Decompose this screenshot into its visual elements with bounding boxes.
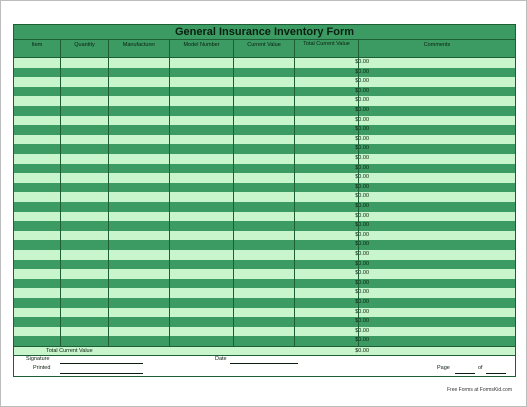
table-row[interactable]: $0.00: [14, 240, 515, 250]
column-header-quantity: Quantity: [61, 40, 109, 57]
table-row[interactable]: $0.00: [14, 115, 515, 126]
row-total-current-value: $0.00: [355, 212, 369, 219]
table-row[interactable]: $0.00: [14, 307, 515, 318]
row-total-current-value: $0.00: [355, 59, 369, 65]
column-divider: [358, 58, 359, 355]
table-row[interactable]: $0.00: [14, 163, 515, 174]
table-row[interactable]: $0.00: [14, 77, 515, 87]
row-total-current-value: $0.00: [355, 203, 369, 209]
table-row[interactable]: $0.00: [14, 202, 515, 212]
row-total-current-value: $0.00: [355, 327, 369, 334]
table-row[interactable]: $0.00: [14, 269, 515, 279]
row-total-current-value: $0.00: [355, 145, 369, 152]
column-divider: [108, 58, 109, 355]
total-current-value-label: Total Current Value: [46, 348, 93, 354]
signature-label: Signature: [26, 356, 50, 362]
column-header-current-value: Current Value: [234, 40, 295, 57]
table-row[interactable]: $0.00: [14, 173, 515, 183]
row-total-current-value: $0.00: [355, 164, 369, 171]
printed-name-line[interactable]: [60, 373, 143, 374]
column-divider: [60, 58, 61, 355]
table-row[interactable]: $0.00: [14, 336, 515, 346]
table-row[interactable]: $0.00: [14, 58, 515, 68]
column-header-item: Item: [14, 40, 61, 57]
table-row[interactable]: $0.00: [14, 317, 515, 327]
table-row[interactable]: $0.00: [14, 259, 515, 270]
row-total-current-value: $0.00: [355, 68, 369, 75]
row-total-current-value: $0.00: [355, 174, 369, 181]
row-total-current-value: $0.00: [355, 155, 369, 161]
row-total-current-value: $0.00: [355, 183, 369, 190]
table-row[interactable]: $0.00: [14, 288, 515, 298]
table-row[interactable]: $0.00: [14, 192, 515, 202]
table-row[interactable]: $0.00: [14, 144, 515, 154]
row-total-current-value: $0.00: [355, 289, 369, 296]
column-divider: [294, 58, 295, 355]
row-total-current-value: $0.00: [355, 135, 369, 142]
row-total-current-value: $0.00: [355, 107, 369, 113]
row-total-current-value: $0.00: [355, 126, 369, 133]
table-row[interactable]: $0.00: [14, 298, 515, 308]
row-total-current-value: $0.00: [355, 299, 369, 305]
total-current-value: $0.00: [355, 348, 369, 354]
column-header-comments: Comments: [423, 42, 451, 48]
inventory-form: General Insurance Inventory Form Item Qu…: [13, 24, 516, 377]
date-line[interactable]: [230, 363, 298, 364]
page-count-line[interactable]: [486, 373, 506, 374]
table-row[interactable]: $0.00: [14, 278, 515, 289]
date-label: Date: [215, 356, 227, 362]
table-row[interactable]: $0.00: [14, 106, 515, 116]
page-label: Page: [437, 365, 450, 371]
printed-label: Printed: [33, 365, 51, 371]
table-row[interactable]: $0.00: [14, 182, 515, 193]
row-total-current-value: $0.00: [355, 337, 369, 344]
row-total-current-value: $0.00: [355, 78, 369, 85]
row-total-current-value: $0.00: [355, 87, 369, 94]
row-total-current-value: $0.00: [355, 241, 369, 248]
column-header-total-current-value: Total Current Value: [295, 40, 359, 57]
row-total-current-value: $0.00: [355, 97, 369, 104]
inventory-rows: $0.00 $0.00 $0.00 $0.00 $0.00 $0.00 $0.00 $0.00…: [14, 58, 515, 346]
table-row[interactable]: $0.00: [14, 86, 515, 97]
row-total-current-value: $0.00: [355, 222, 369, 229]
row-total-current-value: $0.00: [355, 193, 369, 200]
column-divider: [169, 58, 170, 355]
table-row[interactable]: $0.00: [14, 211, 515, 222]
table-row[interactable]: $0.00: [14, 96, 515, 106]
footer-note: Free Forms at FormsKid.com: [446, 387, 512, 393]
row-total-current-value: $0.00: [355, 260, 369, 267]
row-total-current-value: $0.00: [355, 231, 369, 238]
form-title: General Insurance Inventory Form: [14, 25, 515, 40]
table-row[interactable]: $0.00: [14, 230, 515, 241]
row-total-current-value: $0.00: [355, 279, 369, 286]
row-total-current-value: $0.00: [355, 318, 369, 325]
row-total-current-value: $0.00: [355, 270, 369, 277]
column-header-manufacturer: Manufacturer: [109, 40, 170, 57]
table-row[interactable]: $0.00: [14, 125, 515, 135]
row-total-current-value: $0.00: [355, 308, 369, 315]
row-total-current-value: $0.00: [355, 116, 369, 123]
of-label: of: [478, 365, 483, 371]
row-total-current-value: $0.00: [355, 251, 369, 257]
column-header-row: Item Quantity Manufacturer Model Number …: [14, 40, 515, 58]
column-header-model-number: Model Number: [170, 40, 234, 57]
table-row[interactable]: $0.00: [14, 221, 515, 231]
table-row[interactable]: $0.00: [14, 67, 515, 78]
table-row[interactable]: $0.00: [14, 326, 515, 337]
table-row[interactable]: $0.00: [14, 134, 515, 145]
table-row[interactable]: $0.00: [14, 250, 515, 260]
total-row: Total Current Value $0.00: [14, 346, 515, 355]
signature-line[interactable]: [60, 363, 143, 364]
column-divider: [233, 58, 234, 355]
table-row[interactable]: $0.00: [14, 154, 515, 164]
signature-area: Signature Date Printed Page of: [14, 355, 515, 376]
page-number-line[interactable]: [455, 373, 475, 374]
